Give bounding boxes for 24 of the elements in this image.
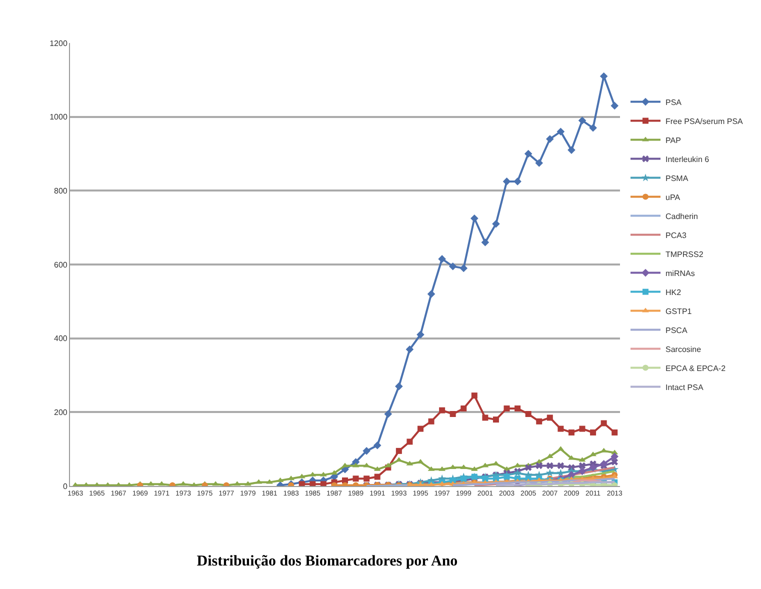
legend-label: PSMA [666,174,689,183]
text: Distribuição dos Biomarcadores por Ano [196,553,458,570]
legend-label: PAP [666,136,681,145]
legend-label: TMPRSS2 [666,250,704,259]
legend-label: Interleukin 6 [666,154,710,164]
y-tick-label: 200 [54,408,68,417]
y-tick-label: 400 [54,334,68,344]
legend-label: PSCA [666,326,688,335]
legend-label: PSA [666,98,682,107]
y-tick-label: 0 [62,482,68,491]
legend-label: Sarcosine [666,344,702,354]
legend-label: miRNAs [666,268,695,278]
legend-label: EPCA & EPCA-2 [666,364,726,373]
legend-label: HK2 [666,288,682,297]
legend-label: PCA3 [666,230,687,240]
y-tick-label: 1200 [50,38,68,48]
y-tick-label: 1000 [50,112,68,122]
y-tick-label: 600 [54,260,68,270]
y-tick-label: 800 [54,186,68,196]
legend-label: Intact PSA [666,382,704,392]
legend-label: uPA [666,192,681,202]
legend-label: GSTP1 [666,306,692,316]
legend-label: Cadherin [666,212,698,221]
legend-label: Free PSA/serum PSA [666,116,744,126]
